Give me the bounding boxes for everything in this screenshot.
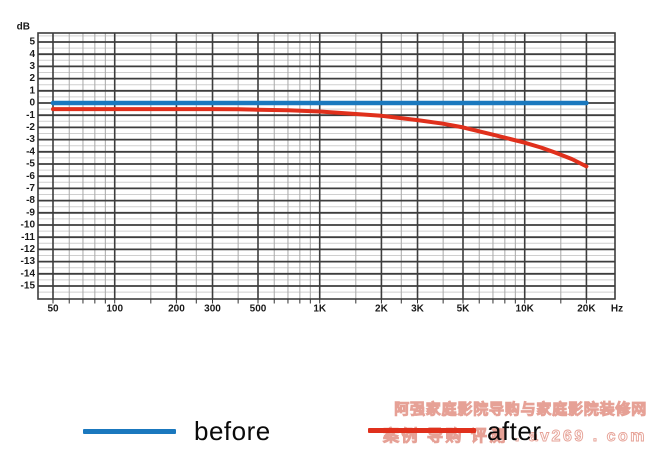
x-tick-label: 3K (411, 304, 425, 315)
y-tick-label: 4 (29, 49, 35, 60)
x-tick-label: 300 (204, 304, 221, 315)
y-tick-label: -15 (21, 281, 36, 292)
x-tick-label: 5K (457, 304, 471, 315)
y-tick-label: -10 (21, 220, 36, 231)
x-tick-label: 1K (313, 304, 327, 315)
legend-after-line (368, 428, 476, 433)
y-tick-label: -4 (26, 146, 35, 157)
y-tick-label: -6 (26, 171, 35, 182)
y-tick-label: -14 (21, 268, 36, 279)
x-tick-label: 10K (516, 304, 535, 315)
y-tick-label: -3 (26, 134, 35, 145)
y-tick-label: -8 (26, 195, 35, 206)
y-tick-label: -11 (21, 232, 35, 243)
x-axis-unit-label: Hz (611, 304, 623, 315)
x-tick-label: 50 (47, 304, 59, 315)
y-tick-label: 3 (29, 61, 35, 72)
legend-before-line (83, 429, 176, 434)
legend-before-label: before (194, 416, 271, 446)
x-tick-label: 200 (168, 304, 185, 315)
y-tick-label: -2 (26, 122, 35, 133)
watermark-site-name: 阿强家庭影院导购与家庭影院装修网 (394, 401, 647, 419)
legend-after-label: after (487, 416, 542, 446)
y-axis-unit-label: dB (17, 22, 30, 33)
y-tick-label: 5 (29, 37, 35, 48)
y-tick-label: -9 (26, 207, 35, 218)
after-curve (51, 107, 589, 169)
x-tick-label: 2K (375, 304, 389, 315)
plot-border (37, 32, 616, 300)
x-tick-label: 500 (250, 304, 267, 315)
y-tick-label: -5 (26, 159, 35, 170)
y-tick-label: 0 (29, 98, 35, 109)
y-tick-label: -1 (26, 110, 35, 121)
y-tick-label: -12 (21, 244, 36, 255)
y-tick-label: 2 (29, 73, 35, 84)
y-tick-label: -7 (26, 183, 35, 194)
y-tick-label: -13 (21, 256, 36, 267)
x-tick-label: 100 (106, 304, 123, 315)
x-tick-label: 20K (577, 304, 596, 315)
y-tick-label: 1 (29, 85, 35, 96)
